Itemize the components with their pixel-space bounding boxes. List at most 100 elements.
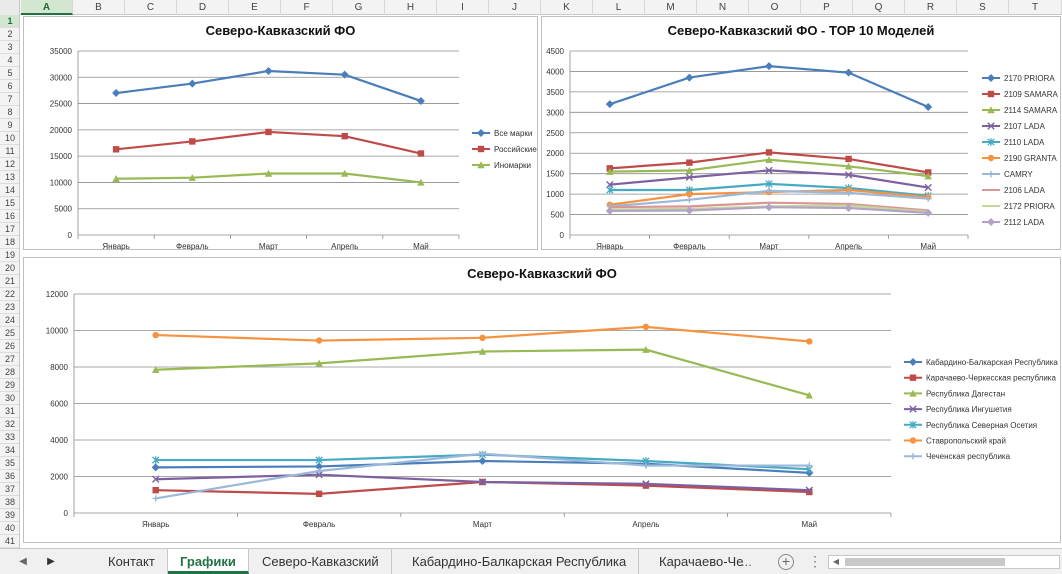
data-point [340, 70, 349, 79]
row-header-22[interactable]: 22 [0, 288, 19, 301]
column-header-q[interactable]: Q [853, 0, 905, 15]
row-header-21[interactable]: 21 [0, 275, 19, 288]
chart-regions[interactable]: 0 2000 4000 6000 8000 10000 12000 Январь Февраль… [23, 257, 1061, 543]
data-point [606, 186, 614, 194]
legend-marker [477, 161, 485, 169]
row-header-8[interactable]: 8 [0, 106, 19, 119]
row-header-31[interactable]: 31 [0, 405, 19, 418]
legend-marker [909, 374, 917, 381]
column-header-s[interactable]: S [957, 0, 1009, 15]
tab-kabardino-balkaria[interactable]: Кабардино-Балкарская Республика [400, 549, 640, 574]
data-point [478, 456, 487, 465]
tab-north-caucasus[interactable]: Северо-Кавказский [250, 549, 392, 574]
chart-top10-models[interactable]: 0 500 1000 1500 2000 2500 3000 3500 4000 4500 Янва… [541, 16, 1061, 251]
sheet-grid[interactable]: 0 5000 10000 15000 20000 25000 30000 35000 Январ… [21, 16, 1062, 548]
select-all-corner[interactable] [0, 0, 20, 15]
y-tick-label: 4500 [546, 47, 564, 56]
row-header-1[interactable]: 1 [0, 15, 19, 28]
row-header-20[interactable]: 20 [0, 262, 19, 275]
y-tick-label: 2000 [546, 149, 564, 158]
column-header-f[interactable]: F [281, 0, 333, 15]
row-header-36[interactable]: 36 [0, 470, 19, 483]
horizontal-scrollbar[interactable]: ◀ [828, 555, 1060, 569]
row-header-16[interactable]: 16 [0, 210, 19, 223]
more-tabs-ellipsis[interactable]: ... [741, 554, 752, 569]
row-header-25[interactable]: 25 [0, 327, 19, 340]
row-header-3[interactable]: 3 [0, 41, 19, 54]
legend-label: 2114 SAMARA [1004, 106, 1058, 115]
row-header-11[interactable]: 11 [0, 145, 19, 158]
scrollbar-thumb[interactable] [845, 558, 1005, 566]
row-header-30[interactable]: 30 [0, 392, 19, 405]
row-header-13[interactable]: 13 [0, 171, 19, 184]
column-header-p[interactable]: P [801, 0, 853, 15]
y-tick-label: 10000 [50, 178, 73, 187]
row-header-6[interactable]: 6 [0, 80, 19, 93]
add-sheet-button[interactable]: + [778, 554, 794, 570]
row-header-38[interactable]: 38 [0, 496, 19, 509]
column-header-m[interactable]: M [645, 0, 697, 15]
row-header-7[interactable]: 7 [0, 93, 19, 106]
row-header-29[interactable]: 29 [0, 379, 19, 392]
data-point [188, 173, 196, 181]
row-header-5[interactable]: 5 [0, 67, 19, 80]
column-header-c[interactable]: C [125, 0, 177, 15]
row-header-18[interactable]: 18 [0, 236, 19, 249]
row-header-24[interactable]: 24 [0, 314, 19, 327]
data-point [478, 347, 487, 355]
column-header-j[interactable]: J [489, 0, 541, 15]
column-header-b[interactable]: B [73, 0, 125, 15]
column-header-r[interactable]: R [905, 0, 957, 15]
row-header-27[interactable]: 27 [0, 353, 19, 366]
row-header-39[interactable]: 39 [0, 509, 19, 522]
data-point [765, 166, 773, 175]
row-header-40[interactable]: 40 [0, 522, 19, 535]
row-header-28[interactable]: 28 [0, 366, 19, 379]
y-tick-label: 20000 [50, 126, 73, 135]
chart-legend[interactable]: Кабардино-Балкарская Республика Карачаево… [904, 358, 1058, 461]
chart-sales-total[interactable]: 0 5000 10000 15000 20000 25000 30000 35000 Январ… [23, 16, 538, 251]
chart-legend[interactable]: 2170 PRIORA 2109 SAMARA 2114 SAMARA 2107 LA… [982, 74, 1058, 227]
row-header-12[interactable]: 12 [0, 158, 19, 171]
tab-charts[interactable]: Графики [168, 549, 249, 574]
row-header-14[interactable]: 14 [0, 184, 19, 197]
tab-contact[interactable]: Контакт [96, 549, 168, 574]
row-header-41[interactable]: 41 [0, 535, 19, 548]
column-header-g[interactable]: G [333, 0, 385, 15]
next-sheet-icon[interactable]: ▶ [47, 556, 55, 567]
row-header-32[interactable]: 32 [0, 418, 19, 431]
chart-legend[interactable]: Все марки Российские Иномарки [472, 129, 537, 170]
column-header-a[interactable]: A [21, 0, 73, 15]
row-header-33[interactable]: 33 [0, 431, 19, 444]
row-header-15[interactable]: 15 [0, 197, 19, 210]
row-header-9[interactable]: 9 [0, 119, 19, 132]
column-header-o[interactable]: O [749, 0, 801, 15]
tab-karachay-cherkessia[interactable]: Карачаево-Че [659, 554, 744, 569]
y-tick-label: 30000 [50, 73, 73, 82]
data-point [605, 206, 614, 215]
legend-marker [987, 170, 995, 178]
row-header-26[interactable]: 26 [0, 340, 19, 353]
row-header-19[interactable]: 19 [0, 249, 19, 262]
x-tick-label: Январь [142, 520, 169, 529]
column-header-n[interactable]: N [697, 0, 749, 15]
sheet-tab-bar: ◀ ▶ Контакт Графики Северо-Кавказский Ка… [0, 548, 1062, 574]
row-header-34[interactable]: 34 [0, 444, 19, 457]
tab-options-icon[interactable]: ⋮ [808, 553, 822, 569]
prev-sheet-icon[interactable]: ◀ [19, 556, 27, 567]
row-header-23[interactable]: 23 [0, 301, 19, 314]
column-header-e[interactable]: E [229, 0, 281, 15]
scroll-left-icon[interactable]: ◀ [832, 557, 840, 566]
column-header-d[interactable]: D [177, 0, 229, 15]
column-header-h[interactable]: H [385, 0, 437, 15]
column-header-i[interactable]: I [437, 0, 489, 15]
row-header-4[interactable]: 4 [0, 54, 19, 67]
column-header-t[interactable]: T [1009, 0, 1062, 15]
row-header-35[interactable]: 35 [0, 457, 19, 470]
row-header-37[interactable]: 37 [0, 483, 19, 496]
row-header-2[interactable]: 2 [0, 28, 19, 41]
column-header-k[interactable]: K [541, 0, 593, 15]
row-header-10[interactable]: 10 [0, 132, 19, 145]
row-header-17[interactable]: 17 [0, 223, 19, 236]
column-header-l[interactable]: L [593, 0, 645, 15]
